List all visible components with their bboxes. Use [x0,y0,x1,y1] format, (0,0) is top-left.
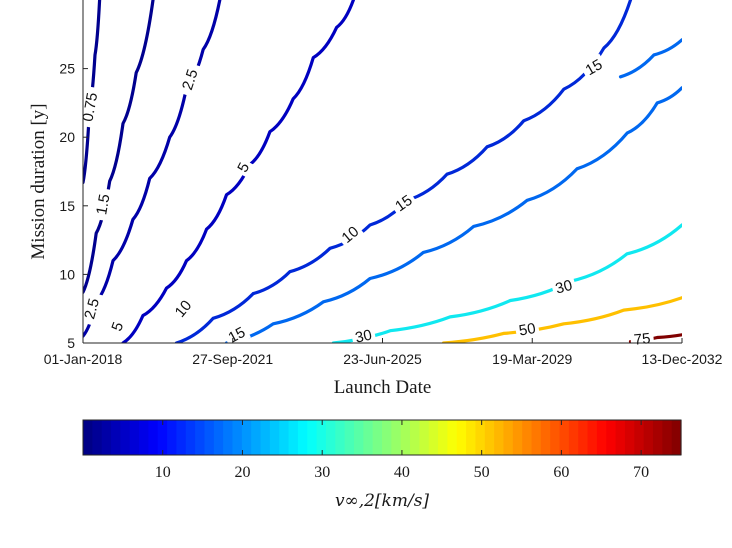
x-tick-label: 27-Sep-2021 [192,351,273,367]
contour-line-50 [442,296,682,343]
colorbar-label: v∞,2[km/s] [335,491,429,511]
colorbar-tick-label: 50 [474,464,490,481]
contour-line-15 [618,38,682,79]
contour-label: 30 [354,327,374,347]
colorbar-tick-label: 40 [394,464,410,481]
colorbar-tick-label: 30 [314,464,330,481]
colorbar-tick-label: 60 [553,464,569,481]
colorbar-tick-label: 10 [155,464,171,481]
contour-line-30 [331,223,682,343]
x-tick-label: 13-Dec-2032 [642,351,723,367]
contour-label: 75 [633,330,651,349]
colorbar-tick-label: 20 [234,464,250,481]
contour-line-5 [121,0,355,343]
y-tick-label: 25 [59,61,75,77]
y-tick-label: 20 [59,129,75,145]
contour-line-15 [224,86,682,343]
contour-label: 50 [518,320,537,340]
x-tick-label: 01-Jan-2018 [44,351,123,367]
y-axis: 5 10 15 20 25 [59,61,88,351]
contour-label: 15 [583,56,606,79]
contour-label: 30 [554,277,575,298]
x-tick-label: 19-Mar-2029 [492,351,572,367]
contour-label: 1.5 [93,193,113,216]
contour-label: 10 [172,297,196,321]
contour-label: 15 [392,192,415,215]
y-tick-label: 15 [59,198,75,214]
contour-line-2-5 [83,0,222,338]
contour-line-1-5 [83,0,155,294]
x-tick-label: 23-Jun-2025 [343,351,422,367]
contour-label: 2.5 [179,67,202,92]
colorbar-tick-label: 70 [633,464,649,481]
x-axis-label: Launch Date [334,377,432,398]
y-tick-label: 5 [67,335,75,351]
y-tick-label: 10 [59,266,75,282]
x-axis: 01-Jan-2018 27-Sep-2021 23-Jun-2025 19-Mar-… [44,338,723,367]
contour-label: 2.5 [81,297,103,322]
contour-label: 0.75 [79,91,101,123]
contour-label: 15 [225,324,248,347]
y-axis-label: Mission duration [y] [28,103,49,259]
colorbar: 10 20 30 40 50 60 70 [82,419,682,481]
